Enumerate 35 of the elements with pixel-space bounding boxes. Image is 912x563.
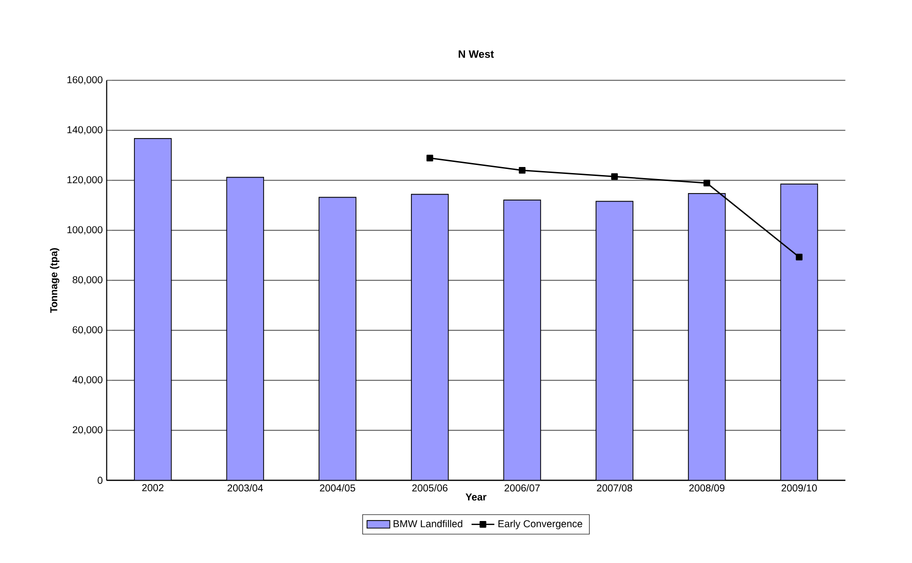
bar	[134, 138, 172, 480]
x-tick-label: 2002	[142, 484, 164, 492]
x-tick-label: 2009/10	[782, 484, 817, 492]
bar	[318, 196, 356, 480]
bar	[410, 194, 449, 480]
point	[611, 173, 618, 180]
bar	[596, 200, 634, 480]
point	[704, 180, 710, 186]
bar	[503, 200, 542, 480]
y-axis-title: Tonnage (tpa)	[50, 248, 60, 313]
y-tick-label: 0	[98, 476, 102, 484]
chart-title: N West	[458, 50, 494, 58]
bar	[226, 176, 264, 480]
y-tick-label: 20,000	[72, 426, 102, 434]
legend-label: Early Convergence	[498, 520, 582, 530]
y-tick-label: 160,000	[67, 76, 102, 84]
x-tick-label: 2005/06	[412, 484, 448, 492]
x-tick-label: 2003/04	[228, 484, 263, 492]
y-tick-label: 100,000	[67, 226, 102, 234]
bar	[780, 184, 818, 480]
y-tick-label: 80,000	[72, 276, 102, 284]
y-tick-label: 60,000	[72, 326, 102, 334]
y-tick-label: 40,000	[72, 376, 102, 384]
point	[796, 254, 803, 260]
bar	[688, 193, 726, 480]
x-tick-label: 2004/05	[320, 484, 356, 492]
point	[518, 166, 526, 174]
y-tick-label: 120,000	[67, 176, 102, 184]
x-tick-label: 2007/08	[596, 484, 632, 492]
legend-label: BMW Landfilled	[394, 520, 462, 528]
x-axis-title: Year	[466, 494, 486, 501]
x-tick-label: 2008/09	[689, 484, 724, 492]
point	[426, 154, 434, 162]
x-tick-label: 2006/07	[504, 484, 540, 492]
y-tick-label: 140,000	[67, 126, 102, 134]
